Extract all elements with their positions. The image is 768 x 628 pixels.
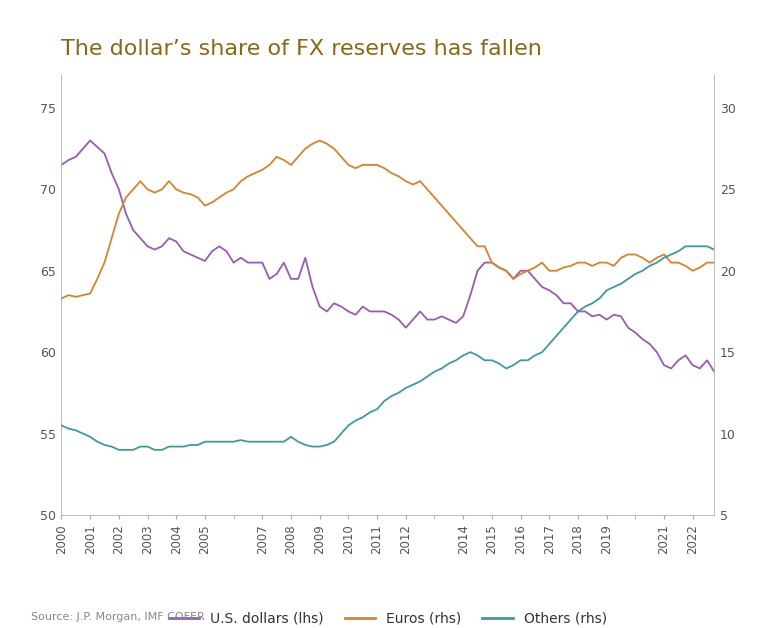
- Legend: U.S. dollars (lhs), Euros (rhs), Others (rhs): U.S. dollars (lhs), Euros (rhs), Others …: [163, 606, 613, 628]
- Others (rhs): [717, 242, 726, 250]
- Euros (rhs): [193, 193, 202, 201]
- U.S. dollars (lhs): [85, 137, 94, 144]
- Euros (rhs): [143, 185, 152, 193]
- Others (rhs): [681, 242, 690, 250]
- Line: Euros (rhs): Euros (rhs): [61, 141, 721, 298]
- Line: Others (rhs): Others (rhs): [61, 246, 721, 450]
- U.S. dollars (lhs): [394, 316, 403, 323]
- U.S. dollars (lhs): [57, 161, 66, 169]
- U.S. dollars (lhs): [150, 246, 159, 253]
- Euros (rhs): [717, 254, 726, 261]
- Others (rhs): [114, 446, 124, 453]
- Text: The dollar’s share of FX reserves has fallen: The dollar’s share of FX reserves has fa…: [61, 38, 542, 58]
- Euros (rhs): [523, 267, 532, 274]
- Others (rhs): [200, 438, 210, 445]
- U.S. dollars (lhs): [200, 257, 210, 265]
- U.S. dollars (lhs): [717, 373, 726, 381]
- Others (rhs): [523, 357, 532, 364]
- Others (rhs): [57, 421, 66, 429]
- Line: U.S. dollars (lhs): U.S. dollars (lhs): [61, 141, 721, 377]
- Others (rhs): [150, 446, 159, 453]
- Others (rhs): [588, 300, 597, 307]
- Euros (rhs): [164, 178, 174, 185]
- Others (rhs): [394, 389, 403, 397]
- Euros (rhs): [588, 262, 597, 269]
- U.S. dollars (lhs): [523, 267, 532, 274]
- Euros (rhs): [394, 173, 403, 180]
- Text: Source: J.P. Morgan, IMF COFER: Source: J.P. Morgan, IMF COFER: [31, 612, 204, 622]
- Euros (rhs): [57, 295, 66, 302]
- Euros (rhs): [315, 137, 324, 144]
- Others (rhs): [171, 443, 180, 450]
- U.S. dollars (lhs): [171, 237, 180, 245]
- U.S. dollars (lhs): [588, 313, 597, 320]
